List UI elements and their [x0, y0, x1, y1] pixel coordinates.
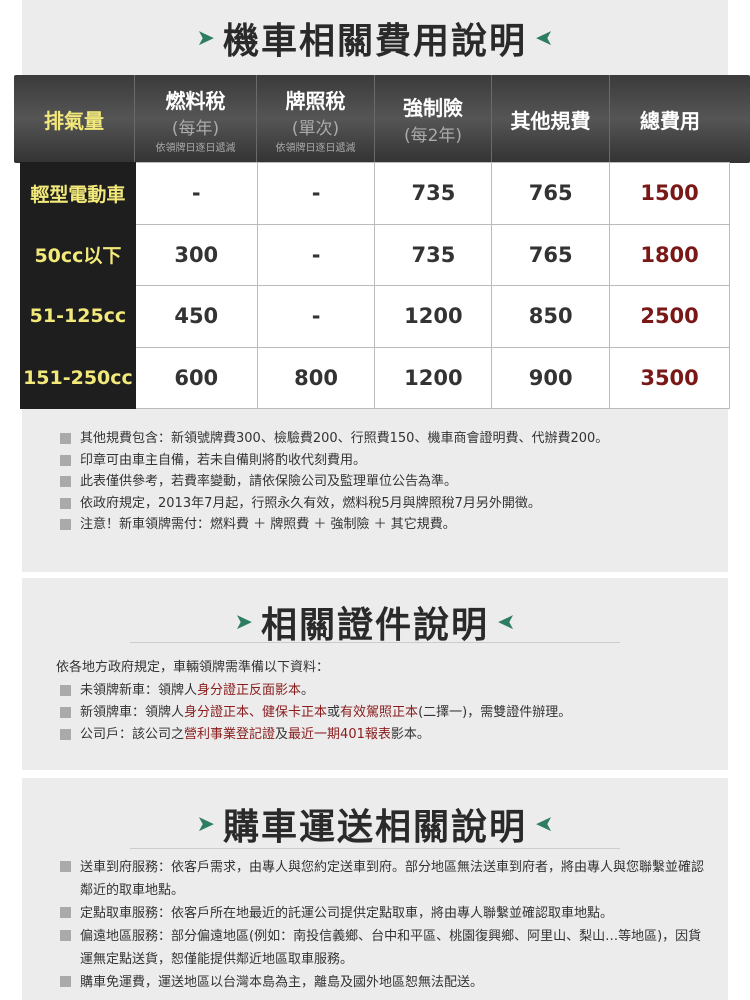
row-header: 151-250cc [20, 346, 136, 409]
table-row: 50cc以下 300-735 765 1800 [20, 223, 730, 286]
arrow-right-icon: ➤ [196, 811, 217, 837]
total-cell: 1800 [609, 223, 730, 286]
fee-notes: 其他規費包含：新領號牌費300、檢驗費200、行照費150、機車商會證明費、代辦… [58, 428, 608, 536]
cell: 300 [134, 223, 258, 286]
header-insurance: 強制險 (每2年) [375, 75, 492, 163]
arrow-right-icon: ➤ [196, 25, 217, 51]
delivery-title: ➤ 購車運送相關說明 ➤ [0, 798, 750, 850]
cell: 735 [374, 223, 493, 286]
header-total: 總費用 [640, 108, 700, 133]
cell: - [256, 285, 376, 348]
delivery-panel [22, 778, 728, 1000]
list-item: 注意！新車領牌需付：燃料費 ＋ 牌照費 ＋ 強制險 ＋ 其它規費。 [58, 514, 608, 536]
table-row: 51-125cc 450-1200 850 2500 [20, 285, 730, 348]
fees-title-text: 機車相關費用說明 [222, 21, 527, 62]
list-item: 未領牌新車：領牌人身分證正反面影本。 [58, 680, 571, 702]
delivery-list: 送車到府服務：依客戶需求，由專人與您約定送車到府。部分地區無法送車到府者，將由專… [58, 856, 708, 994]
arrow-left-icon: ➤ [495, 609, 516, 635]
delivery-title-text: 購車運送相關說明 [222, 807, 527, 848]
arrow-right-icon: ➤ [234, 609, 255, 635]
cell: 735 [374, 162, 493, 225]
cell: 900 [491, 346, 611, 409]
cell: 850 [491, 285, 611, 348]
list-item: 印章可由車主自備，若未自備則將酌收代刻費用。 [58, 450, 608, 472]
row-header: 輕型電動車 [20, 162, 136, 225]
fee-table-header: 排氣量 燃料稅 (每年) 依領牌日逐日遞減 牌照稅 (單次) 依領牌日逐日遞減 強制險(… [14, 75, 750, 163]
arrow-left-icon: ➤ [533, 25, 554, 51]
divider [130, 642, 620, 643]
cell: 765 [491, 162, 611, 225]
total-cell: 3500 [609, 346, 730, 409]
docs-title-text: 相關證件說明 [260, 605, 489, 646]
table-row: 輕型電動車 - -735 765 1500 [20, 162, 730, 225]
cell: - [256, 162, 376, 225]
row-header: 50cc以下 [20, 223, 136, 286]
cell: - [256, 223, 376, 286]
fee-table: 輕型電動車 - -735 765 1500 50cc以下 300-735 765 1800 5… [20, 162, 730, 409]
list-item: 依政府規定，2013年7月起，行照永久有效，燃料稅5月與牌照稅7月另外開徵。 [58, 493, 608, 515]
cell: 600 [134, 346, 258, 409]
docs-title: ➤ 相關證件說明 ➤ [0, 596, 750, 648]
divider [130, 848, 620, 849]
total-cell: 1500 [609, 162, 730, 225]
cell: 450 [134, 285, 258, 348]
header-license-tax: 牌照稅 (單次) 依領牌日逐日遞減 [257, 75, 375, 163]
docs-list: 未領牌新車：領牌人身分證正反面影本。 新領牌車：領牌人身分證正本、健保卡正本或有… [58, 680, 571, 746]
header-other-fees: 其他規費 [492, 75, 610, 163]
docs-panel [22, 578, 728, 770]
list-item: 其他規費包含：新領號牌費300、檢驗費200、行照費150、機車商會證明費、代辦… [58, 428, 608, 450]
list-item: 購車免運費，運送地區以台灣本島為主，離島及國外地區恕無法配送。 [58, 971, 708, 994]
list-item: 此表僅供參考，若費率變動，請依保險公司及監理單位公告為準。 [58, 471, 608, 493]
fees-title: ➤ 機車相關費用說明 ➤ [0, 12, 750, 64]
table-row: 151-250cc 600 800 1200 900 3500 [20, 346, 730, 409]
total-cell: 2500 [609, 285, 730, 348]
cell: 1200 [374, 285, 493, 348]
cell: - [134, 162, 258, 225]
header-fuel-tax: 燃料稅 (每年) 依領牌日逐日遞減 [135, 75, 257, 163]
header-displacement: 排氣量 [14, 75, 135, 163]
list-item: 定點取車服務：依客戶所在地最近的託運公司提供定點取車，將由專人聯繫並確認取車地點… [58, 902, 708, 925]
list-item: 送車到府服務：依客戶需求，由專人與您約定送車到府。部分地區無法送車到府者，將由專… [58, 856, 708, 902]
cell: 800 [256, 346, 376, 409]
list-item: 偏遠地區服務：部分偏遠地區(例如：南投信義鄉、台中和平區、桃園復興鄉、阿里山、梨… [58, 925, 708, 971]
cell: 765 [491, 223, 611, 286]
docs-intro: 依各地方政府規定，車輛領牌需準備以下資料： [56, 660, 330, 675]
list-item: 新領牌車：領牌人身分證正本、健保卡正本或有效駕照正本(二擇一)，需雙證件辦理。 [58, 702, 571, 724]
cell: 1200 [374, 346, 493, 409]
list-item: 公司戶：該公司之營利事業登記證及最近一期401報表影本。 [58, 724, 571, 746]
arrow-left-icon: ➤ [533, 811, 554, 837]
row-header: 51-125cc [20, 285, 136, 348]
